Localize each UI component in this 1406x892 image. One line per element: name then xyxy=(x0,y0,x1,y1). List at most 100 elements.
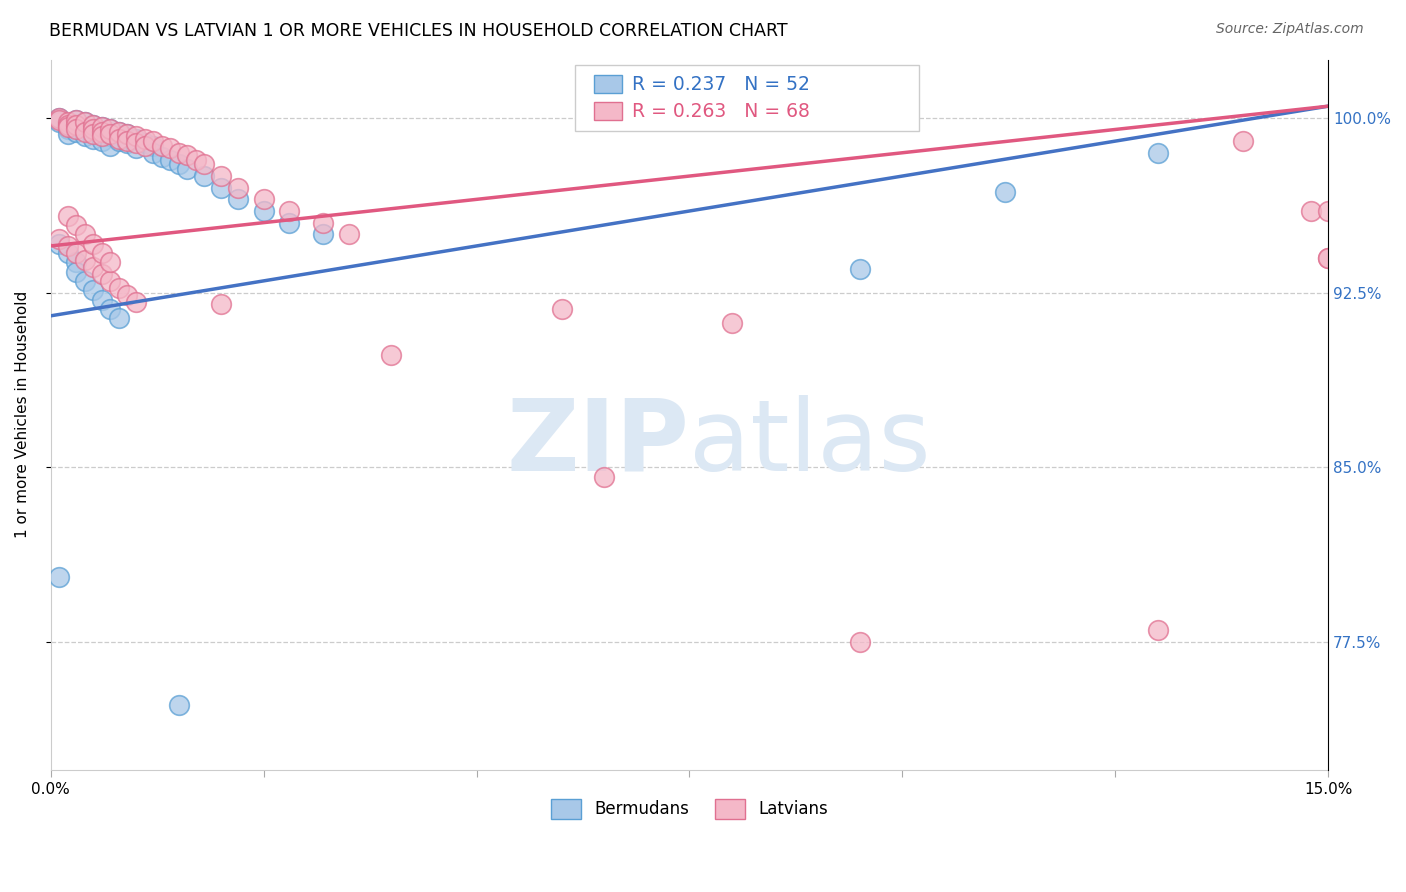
Point xyxy=(1146,624,1168,638)
Point xyxy=(209,169,232,183)
Point xyxy=(90,134,112,148)
Point xyxy=(209,180,232,194)
Point xyxy=(48,111,70,125)
Text: ZIP: ZIP xyxy=(506,395,689,491)
Text: BERMUDAN VS LATVIAN 1 OR MORE VEHICLES IN HOUSEHOLD CORRELATION CHART: BERMUDAN VS LATVIAN 1 OR MORE VEHICLES I… xyxy=(49,22,787,40)
Point xyxy=(125,132,148,146)
Point xyxy=(82,118,104,132)
Point xyxy=(100,301,122,316)
Point xyxy=(167,145,190,160)
Point xyxy=(593,469,616,483)
Point xyxy=(65,113,87,128)
FancyBboxPatch shape xyxy=(593,103,621,120)
Point xyxy=(1301,204,1323,219)
Point xyxy=(551,301,574,316)
Point xyxy=(82,118,104,132)
Point xyxy=(278,204,301,219)
Y-axis label: 1 or more Vehicles in Household: 1 or more Vehicles in Household xyxy=(15,291,30,539)
Point xyxy=(209,297,232,311)
Point xyxy=(125,136,148,151)
Point xyxy=(48,569,70,583)
Point xyxy=(193,157,215,171)
Point xyxy=(1317,251,1340,265)
Point xyxy=(100,122,122,136)
Point xyxy=(82,132,104,146)
Point xyxy=(48,111,70,125)
Point xyxy=(73,115,96,129)
Point xyxy=(125,141,148,155)
Point xyxy=(1232,134,1254,148)
Point xyxy=(117,127,139,141)
Point xyxy=(108,134,131,148)
Point xyxy=(90,120,112,135)
Point xyxy=(184,153,207,167)
Point xyxy=(226,192,249,206)
Point xyxy=(108,132,131,146)
Text: R = 0.263   N = 68: R = 0.263 N = 68 xyxy=(633,103,810,121)
Point xyxy=(82,122,104,136)
Point xyxy=(193,169,215,183)
Point xyxy=(176,148,198,162)
Point xyxy=(100,129,122,144)
Point xyxy=(108,311,131,326)
Point xyxy=(56,127,79,141)
Point xyxy=(48,113,70,128)
Point xyxy=(82,283,104,297)
Point xyxy=(117,288,139,302)
Point xyxy=(100,122,122,136)
Point xyxy=(56,239,79,253)
Point xyxy=(117,134,139,148)
Point xyxy=(150,138,173,153)
Point xyxy=(993,186,1015,200)
Point xyxy=(82,122,104,136)
Point xyxy=(65,113,87,128)
Point xyxy=(108,125,131,139)
Point xyxy=(226,180,249,194)
Point xyxy=(117,136,139,151)
Point xyxy=(278,216,301,230)
Point xyxy=(90,120,112,135)
Point xyxy=(159,153,181,167)
Legend: Bermudans, Latvians: Bermudans, Latvians xyxy=(544,792,834,826)
Point xyxy=(134,136,156,151)
Point xyxy=(312,227,335,242)
Point xyxy=(1317,251,1340,265)
Point xyxy=(380,348,402,362)
Point xyxy=(125,294,148,309)
Point xyxy=(56,115,79,129)
Point xyxy=(82,127,104,141)
Point xyxy=(65,125,87,139)
Point xyxy=(65,264,87,278)
Point xyxy=(73,125,96,139)
Point xyxy=(56,246,79,260)
Point xyxy=(56,118,79,132)
FancyBboxPatch shape xyxy=(575,65,920,130)
Point xyxy=(100,127,122,141)
Point xyxy=(100,255,122,269)
Point xyxy=(337,227,360,242)
Point xyxy=(142,138,165,153)
Point xyxy=(65,255,87,269)
Point xyxy=(159,141,181,155)
Point xyxy=(73,227,96,242)
Point xyxy=(90,129,112,144)
Point xyxy=(100,274,122,288)
FancyBboxPatch shape xyxy=(593,75,621,93)
Point xyxy=(65,218,87,232)
Point xyxy=(90,127,112,141)
Point xyxy=(134,132,156,146)
Point xyxy=(48,236,70,251)
Point xyxy=(312,216,335,230)
Point xyxy=(253,204,276,219)
Point xyxy=(849,262,872,277)
Point xyxy=(100,138,122,153)
Point xyxy=(253,192,276,206)
Text: R = 0.237   N = 52: R = 0.237 N = 52 xyxy=(633,75,810,95)
Point xyxy=(73,274,96,288)
Point xyxy=(134,138,156,153)
Point xyxy=(90,293,112,307)
Point xyxy=(48,115,70,129)
Point xyxy=(56,118,79,132)
Point xyxy=(125,129,148,144)
Point xyxy=(1317,204,1340,219)
